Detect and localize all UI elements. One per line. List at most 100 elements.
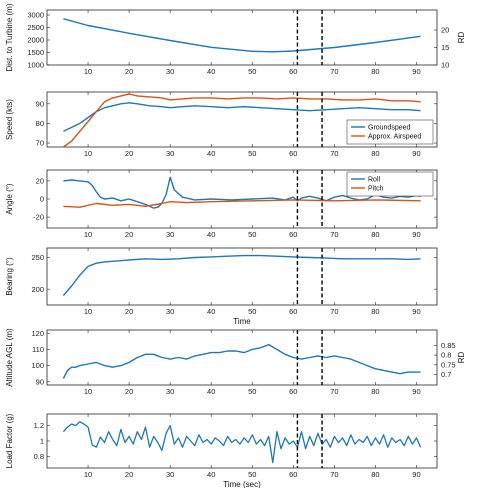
x-tick-label: 50 [248,470,256,479]
x-tick-label: 70 [330,387,338,396]
x-tick-label: 30 [166,387,174,396]
y-tick-label: 2500 [27,23,44,32]
x-tick-label: 30 [166,67,174,76]
x-tick-label: 70 [330,230,338,239]
x-tick-label: 50 [248,149,256,158]
x-tick-label: 80 [371,387,379,396]
x-tick-label: 30 [166,149,174,158]
x-tick-label: 50 [248,307,256,316]
x-tick-label: 80 [371,67,379,76]
x-tick-label: 80 [371,149,379,158]
x-tick-label: 40 [207,387,215,396]
y-right-tick-label: 10 [441,61,449,70]
x-tick-label: 40 [207,307,215,316]
series-line-approx-airspeed [62,93,421,148]
x-tick-label: 90 [412,230,420,239]
y-tick-label: 20 [36,176,44,185]
y-axis-label: Load Factor (g) [5,413,14,468]
x-tick-label: 80 [371,307,379,316]
x-tick-label: 40 [207,149,215,158]
x-tick-label: 60 [289,230,297,239]
legend-entry: Approx. Airspeed [368,134,421,141]
series-line-1 [62,254,421,296]
y-tick-label: 1500 [27,48,44,57]
x-tick-label: 20 [125,470,133,479]
x-tick-label: 90 [412,67,420,76]
y-right-tick-label: 0.75 [441,360,456,369]
y-tick-label: 120 [31,329,44,338]
y-axis-label: Angle (°) [5,183,14,215]
plot-area [46,329,438,386]
x-tick-label: 60 [289,67,297,76]
x-tick-label: 90 [412,149,420,158]
x-tick-label: 60 [289,470,297,479]
plot-area [46,247,438,306]
subplot-2: 10 20 30 40 50 60 70 80 90 70 80 90 Speed (kts) Groun… [5,91,438,158]
subplot-1: 10 20 30 40 50 60 70 80 90 1000 1500 2000 2500 3000 10… [5,3,466,76]
x-tick-label: 40 [207,470,215,479]
x-tick-label: 70 [330,470,338,479]
y-tick-label: 250 [31,253,44,262]
y-right-tick-label: 20 [441,26,449,35]
y-right-tick-label: 15 [441,43,449,52]
legend-entry: Roll [368,177,381,184]
x-axis-label: Time [233,317,251,326]
x-tick-label: 80 [371,230,379,239]
y-axis-label: Speed (kts) [5,99,14,140]
series-line-1 [62,343,421,379]
x-tick-label: 20 [125,307,133,316]
subplot-3: 10 20 30 40 50 60 70 80 90 -20 0 20 Angle (°) Roll Pit… [5,169,438,239]
y-tick-label: 3000 [27,11,44,20]
subplot-6: 10 20 30 40 50 60 70 80 90 0.8 1 1.2 Load Factor (g)… [5,413,438,488]
y-tick-label: 0 [40,195,44,204]
y-tick-label: 200 [31,285,44,294]
x-tick-label: 40 [207,230,215,239]
x-tick-label: 20 [125,230,133,239]
x-tick-label: 10 [84,67,92,76]
legend-entry: Groundspeed [368,125,411,132]
x-tick-label: 50 [248,67,256,76]
series-line-1 [62,421,422,464]
x-axis-label: Time (sec) [223,480,261,488]
y-tick-label: 90 [36,377,44,386]
y-tick-label: 2000 [27,36,44,45]
y-tick-label: -20 [33,213,44,222]
legend-box [346,171,434,197]
x-tick-label: 10 [84,230,92,239]
y-right-tick-label: 0.85 [441,341,456,350]
y-tick-label: 80 [36,119,44,128]
x-tick-label: 70 [330,67,338,76]
x-tick-label: 90 [412,470,420,479]
legend-box [346,119,434,145]
x-tick-label: 60 [289,387,297,396]
y-tick-label: 0.8 [34,452,44,461]
x-tick-label: 50 [248,230,256,239]
subplot-5: 10 20 30 40 50 60 70 80 90 90 100 110 120 0.70.750.80… [5,328,466,396]
x-tick-label: 10 [84,149,92,158]
series-line-roll [63,176,421,209]
x-tick-label: 20 [125,67,133,76]
x-tick-label: 50 [248,387,256,396]
y-right-tick-label: 0.8 [441,351,451,360]
x-tick-label: 10 [84,387,92,396]
y-axis-label: Bearing (°) [5,257,14,296]
subplot-4: 10 20 30 40 50 60 70 80 90 200 250 Bearing (°) Time [5,247,438,326]
x-tick-label: 60 [289,149,297,158]
y-tick-label: 1000 [27,61,44,70]
x-tick-label: 10 [84,470,92,479]
series-line-1 [63,18,421,53]
plot-area [46,9,438,66]
y-tick-label: 110 [32,345,44,354]
x-tick-label: 90 [412,387,420,396]
series-line-groundspeed [63,102,421,132]
series-line-pitch [63,199,421,208]
x-tick-label: 20 [125,387,133,396]
x-tick-label: 10 [84,307,92,316]
y-tick-label: 90 [36,99,44,108]
x-tick-label: 80 [371,470,379,479]
y-tick-label: 70 [36,139,44,148]
x-tick-label: 70 [330,149,338,158]
x-tick-label: 30 [166,230,174,239]
y-axis-label: Altitude AGL (m) [5,328,14,387]
legend-entry: Pitch [368,186,384,193]
